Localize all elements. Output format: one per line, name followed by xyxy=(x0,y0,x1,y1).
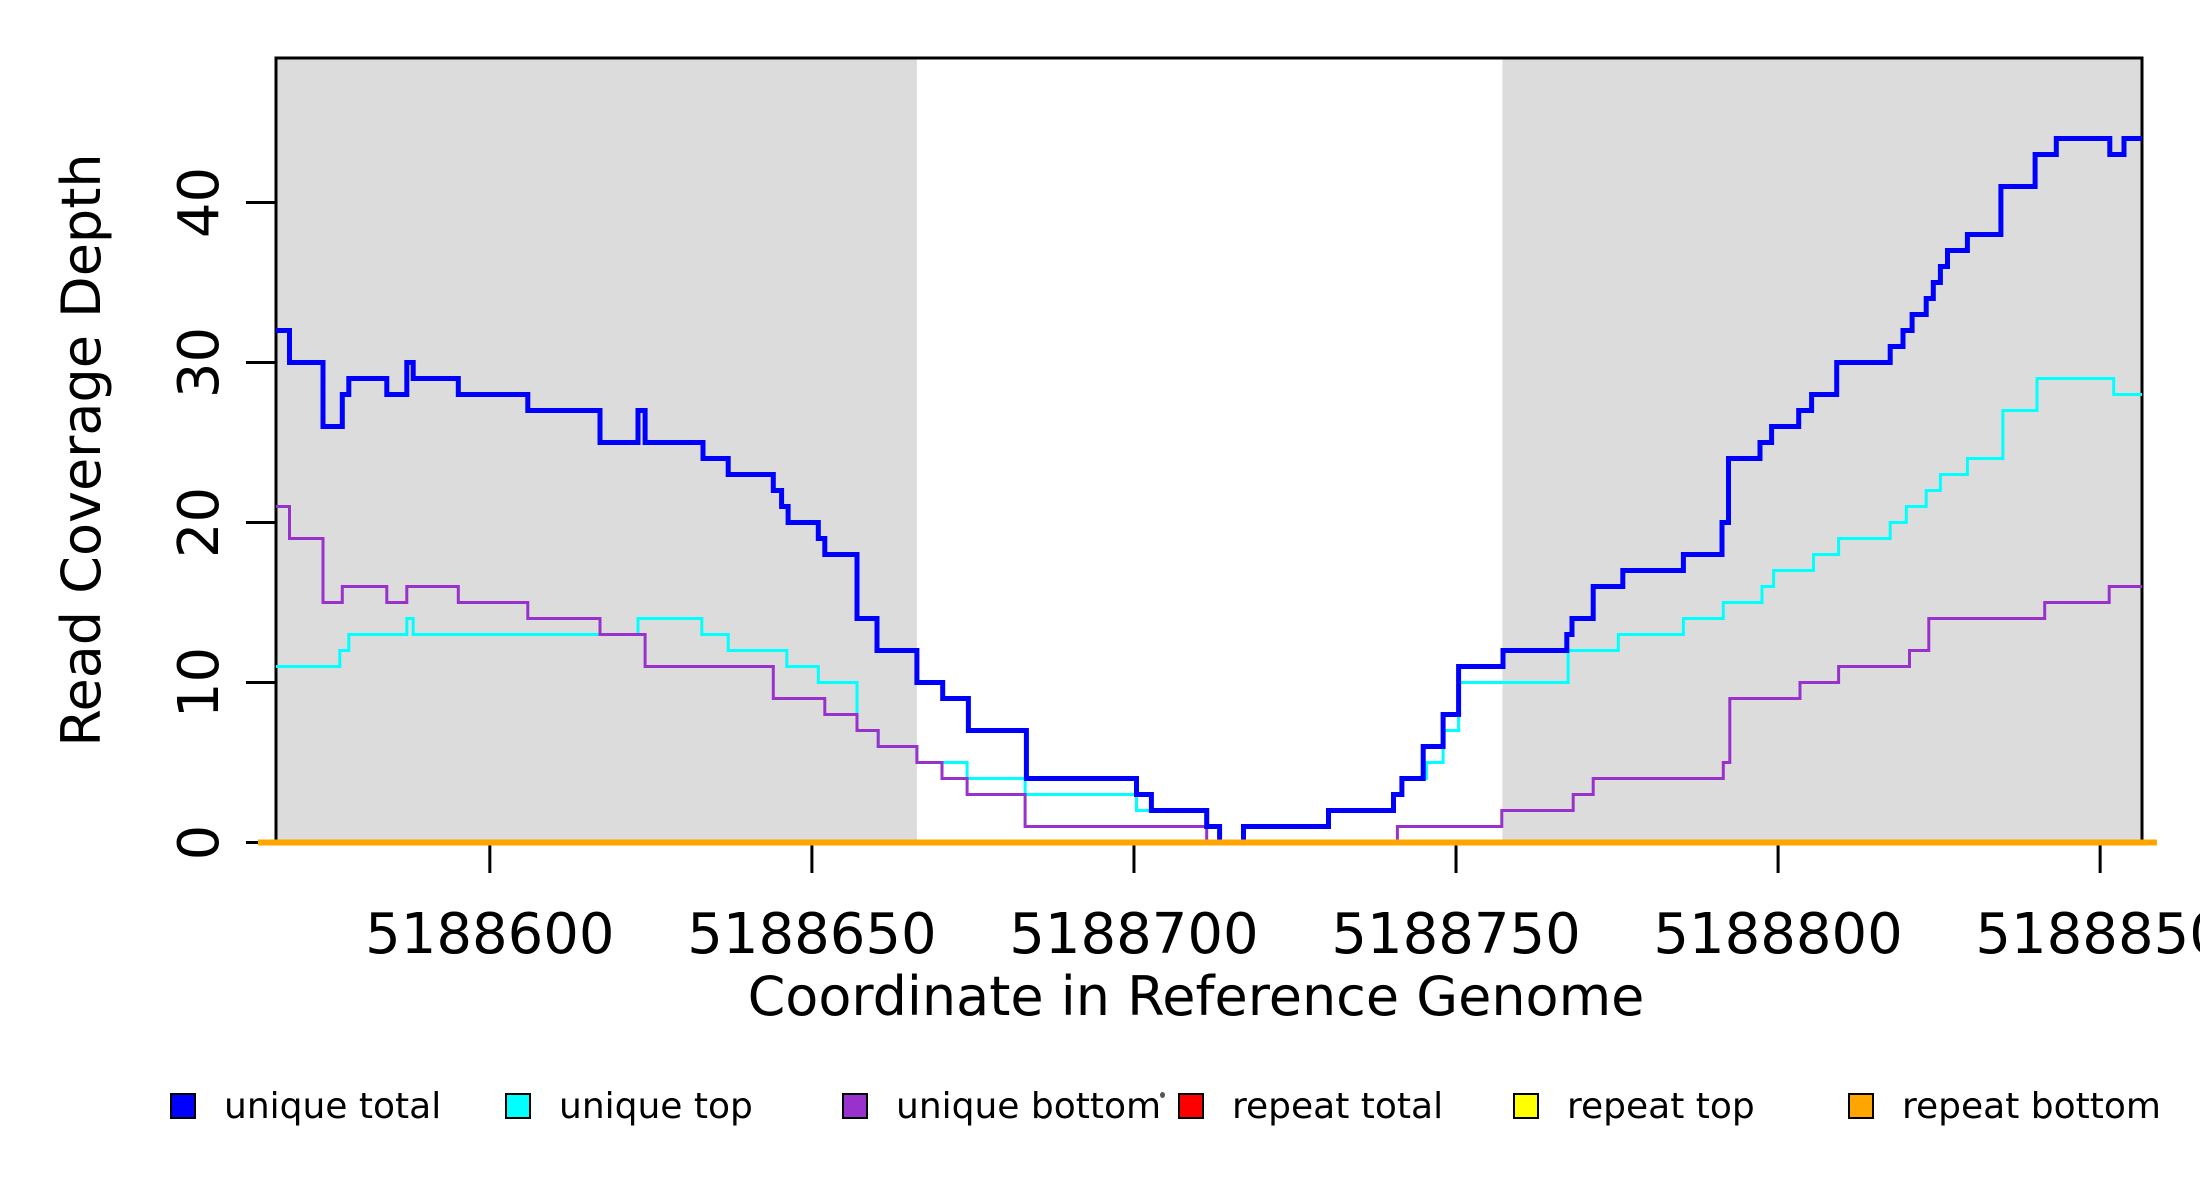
legend-item-repeat-top: repeat top xyxy=(1513,1085,1755,1127)
legend-label-unique-total: unique total xyxy=(224,1085,442,1127)
legend-swatch-unique-total xyxy=(170,1093,196,1119)
legend-swatch-repeat-bottom xyxy=(1848,1093,1874,1119)
y-tick-label: 30 xyxy=(167,327,232,398)
legend-label-repeat-total: repeat total xyxy=(1232,1085,1444,1127)
legend-label-unique-bottom: unique bottom xyxy=(896,1085,1162,1127)
x-tick-label: 5188700 xyxy=(1009,902,1258,967)
shaded-region xyxy=(1502,59,2142,843)
legend-swatch-unique-bottom xyxy=(842,1093,868,1119)
y-tick-label: 0 xyxy=(167,825,232,861)
x-tick-label: 5188750 xyxy=(1331,902,1580,967)
shaded-region xyxy=(276,59,917,843)
y-tick-label: 40 xyxy=(167,167,232,238)
legend-label-repeat-top: repeat top xyxy=(1567,1085,1755,1127)
x-tick-label: 5188800 xyxy=(1653,902,1902,967)
legend-item-unique-total: unique total xyxy=(170,1085,442,1127)
legend-label-repeat-bottom: repeat bottom xyxy=(1902,1085,2161,1127)
legend-swatch-repeat-total xyxy=(1178,1093,1204,1119)
y-tick-label: 10 xyxy=(167,647,232,718)
x-tick-label: 5188600 xyxy=(365,902,614,967)
legend-item-unique-bottom: unique bottom xyxy=(842,1085,1162,1127)
y-tick-label: 20 xyxy=(167,487,232,558)
chart-render-root: 5188600 5188650 5188700 5188750 5188800 51888… xyxy=(167,56,2200,967)
x-axis-title: Coordinate in Reference Genome xyxy=(748,965,1645,1028)
x-tick-label: 5188850 xyxy=(1975,902,2200,967)
series-unique-bottom xyxy=(276,505,2142,844)
x-tick-label: 5188650 xyxy=(687,902,936,967)
legend-artifact-dot xyxy=(1160,1092,1165,1098)
legend-label-unique-top: unique top xyxy=(559,1085,753,1127)
legend-swatch-repeat-top xyxy=(1513,1093,1539,1119)
legend-swatch-unique-top xyxy=(505,1093,531,1119)
legend-item-repeat-bottom: repeat bottom xyxy=(1848,1085,2161,1127)
series-unique-total xyxy=(276,136,2142,845)
legend-item-unique-top: unique top xyxy=(505,1085,753,1127)
legend-item-repeat-total: repeat total xyxy=(1178,1085,1444,1127)
y-axis-title: Read Coverage Depth xyxy=(50,153,113,746)
